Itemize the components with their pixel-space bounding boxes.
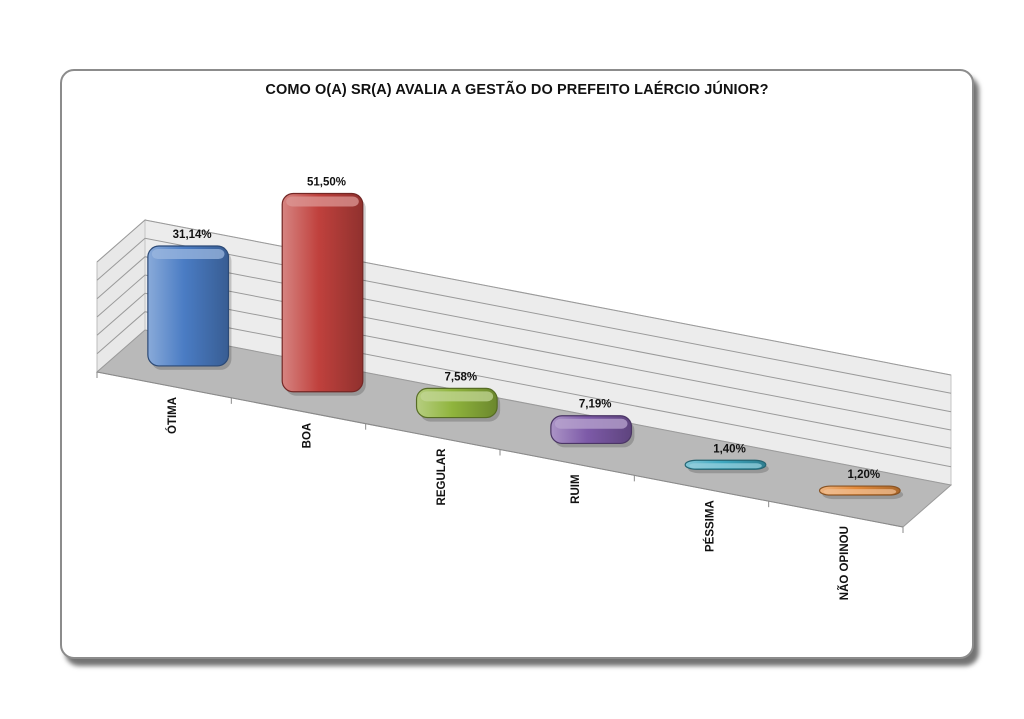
bar-top-highlight — [689, 463, 762, 469]
gridline — [96, 274, 952, 431]
bar-top-highlight — [823, 489, 897, 495]
category-label: PÉSSIMA — [704, 500, 717, 552]
data-label: 31,14% — [173, 229, 212, 241]
category-label: RUIM — [570, 474, 582, 503]
category-label: REGULAR — [436, 448, 448, 506]
category-label: BOA — [302, 423, 314, 449]
gridline — [96, 256, 952, 413]
data-label: 7,19% — [579, 399, 612, 411]
gridline — [96, 292, 952, 449]
bar-top-highlight — [420, 391, 494, 402]
gridline — [96, 311, 952, 468]
bar — [281, 192, 364, 393]
data-label: 1,20% — [848, 469, 881, 481]
data-label: 7,58% — [445, 371, 478, 383]
category-label: ÓTIMA — [166, 397, 179, 434]
data-label: 51,50% — [307, 176, 346, 188]
bar-top-highlight — [286, 196, 359, 207]
data-label: 1,40% — [713, 443, 746, 455]
gridline — [96, 237, 952, 394]
chart-title: COMO O(A) SR(A) AVALIA A GESTÃO DO PREFE… — [265, 82, 769, 98]
bar — [147, 245, 230, 367]
bar-top-highlight — [151, 249, 225, 260]
bar-top-highlight — [554, 418, 628, 429]
gridline — [96, 219, 952, 376]
category-label: NÃO OPINOU — [838, 526, 851, 600]
